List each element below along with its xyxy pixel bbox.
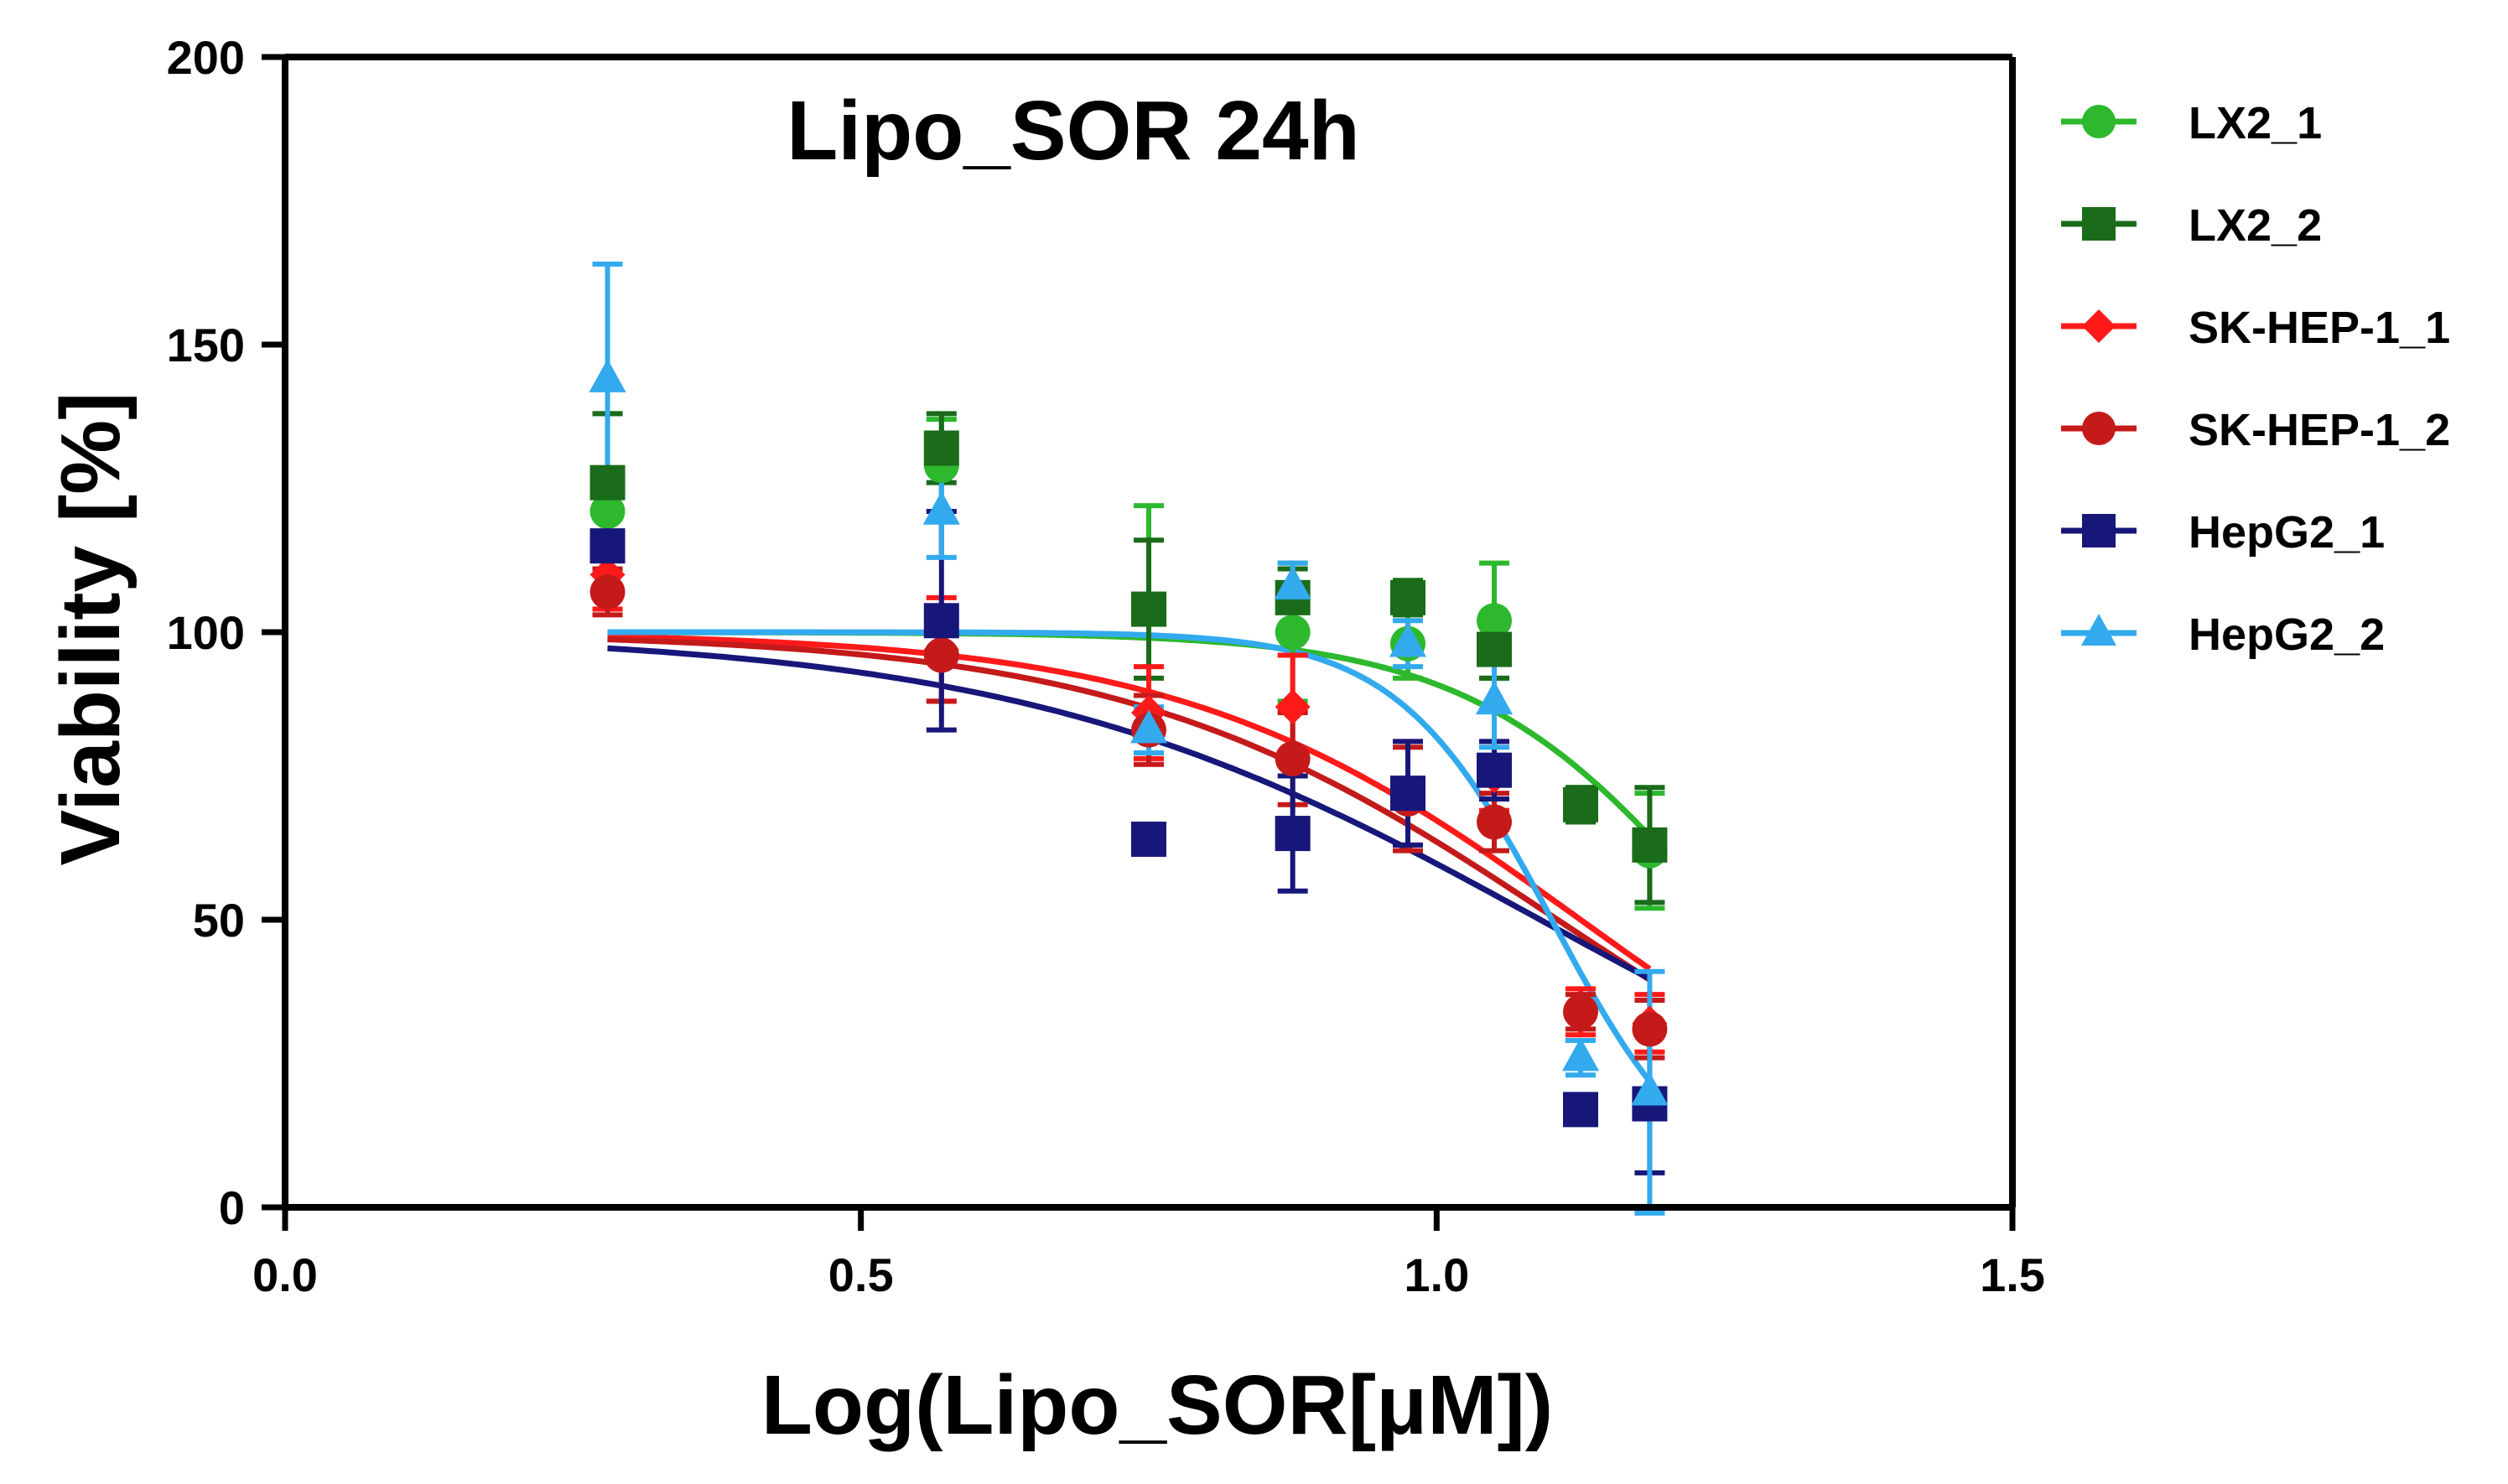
point-LX2_1: [1275, 615, 1311, 650]
point-HepG2_2: [1561, 1037, 1600, 1071]
point-HepG2_2: [1389, 623, 1427, 657]
point-HepG2_2: [1274, 565, 1311, 599]
legend-marker-SK-HEP-1_1: [2082, 309, 2116, 343]
y-tick-label: 100: [167, 606, 245, 659]
point-HepG2_2: [1631, 1071, 1669, 1106]
data-points: [589, 261, 1669, 1216]
point-HepG2_1: [1477, 752, 1512, 788]
point-SK-HEP-1_2: [1477, 804, 1512, 840]
legend-marker-SK-HEP-1_2: [2082, 412, 2116, 445]
legend-label-SK-HEP-1_2: SK-HEP-1_2: [2189, 405, 2450, 455]
point-HepG2_2: [1129, 709, 1168, 744]
point-LX2_1: [1477, 603, 1512, 639]
x-tick-label: 0.5: [828, 1248, 894, 1301]
axes: 0.0 0.5 1.0 1.5 0 50 100 150 200: [167, 31, 2045, 1301]
legend-label-LX2_2: LX2_2: [2189, 200, 2322, 251]
chart-title: Lipo_SOR 24h: [787, 84, 1359, 178]
point-LX2_2: [1131, 591, 1166, 627]
fit-curve-SK-HEP-1_2: [607, 636, 1652, 983]
legend-marker-LX2_1: [2082, 105, 2116, 138]
legend-marker-HepG2_2: [2081, 614, 2116, 646]
legend-marker-LX2_2: [2082, 207, 2116, 241]
point-LX2_2: [1477, 631, 1512, 667]
legend-label-SK-HEP-1_1: SK-HEP-1_1: [2189, 303, 2450, 353]
fit-curve-HepG2_2: [607, 629, 1653, 1083]
point-HepG2_1: [1275, 816, 1311, 852]
point-SK-HEP-1_2: [589, 573, 626, 610]
point-LX2_1: [589, 493, 626, 529]
point-HepG2_2: [1475, 681, 1514, 715]
point-LX2_2: [1390, 579, 1425, 615]
legend-label-HepG2_1: HepG2_1: [2189, 507, 2385, 558]
fit-curve-HepG2_1: [607, 645, 1652, 982]
point-HepG2_2: [922, 490, 960, 525]
point-SK-HEP-1_2: [1275, 740, 1311, 776]
point-LX2_2: [1563, 786, 1598, 822]
y-tick-label: 50: [193, 894, 245, 947]
point-HepG2_1: [1131, 821, 1166, 857]
legend-marker-HepG2_1: [2082, 514, 2116, 547]
fit-curves: [607, 629, 1653, 1083]
point-LX2_2: [589, 464, 626, 501]
fit-curve-SK-HEP-1_1: [607, 633, 1652, 972]
point-HepG2_1: [923, 603, 959, 639]
y-axis-label: Viability [%]: [44, 392, 138, 866]
y-tick-label: 0: [219, 1181, 245, 1234]
legend-label-HepG2_2: HepG2_2: [2189, 610, 2385, 660]
x-tick-label: 1.0: [1404, 1248, 1469, 1301]
point-HepG2_2: [589, 359, 626, 392]
point-SK-HEP-1_2: [923, 637, 959, 673]
point-SK-HEP-1_2: [1563, 994, 1598, 1030]
point-HepG2_1: [1563, 1092, 1598, 1128]
x-tick-label: 1.5: [1980, 1248, 2045, 1301]
legend-label-LX2_1: LX2_1: [2189, 98, 2322, 148]
x-tick-label: 0.0: [252, 1248, 318, 1301]
point-HepG2_1: [589, 528, 626, 564]
x-axis-label: Log(Lipo_SOR[μM]): [761, 1358, 1553, 1452]
legend: LX2_1 LX2_2 SK-HEP-1_1 SK-HEP-1_2 HepG2_1 Hep…: [2061, 98, 2450, 660]
y-tick-label: 200: [167, 31, 245, 84]
point-SK-HEP-1_1: [1275, 689, 1311, 725]
point-SK-HEP-1_2: [1632, 1011, 1668, 1047]
point-HepG2_1: [1390, 776, 1425, 812]
point-LX2_2: [923, 430, 959, 466]
y-tick-label: 150: [167, 319, 245, 371]
point-LX2_2: [1632, 827, 1668, 863]
